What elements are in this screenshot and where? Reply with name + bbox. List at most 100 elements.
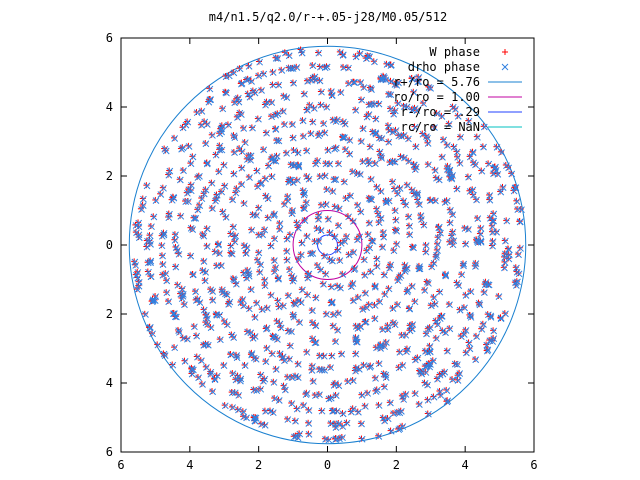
y-tick-label: 4 [106, 100, 113, 114]
drho-phase-point [359, 125, 367, 133]
drho-phase-point [477, 237, 485, 245]
drho-phase-point [391, 207, 399, 215]
drho-phase-point [298, 239, 306, 247]
drho-phase-point [317, 173, 324, 181]
drho-phase-point [396, 274, 403, 281]
drho-phase-point [209, 132, 216, 139]
drho-phase-point [327, 364, 335, 372]
legend-label: drho phase [408, 60, 480, 74]
drho-phase-point [375, 360, 383, 368]
drho-phase-point [435, 176, 443, 184]
drho-phase-point [381, 271, 388, 279]
drho-phase-point [250, 386, 258, 394]
drho-phase-point [514, 278, 521, 286]
drho-phase-point [385, 122, 392, 130]
drho-phase-point [461, 304, 468, 312]
drho-phase-point [335, 222, 343, 230]
drho-phase-point [321, 366, 329, 374]
drho-phase-point [180, 334, 187, 342]
drho-phase-point [218, 188, 226, 196]
x-tick-label: 2 [255, 458, 262, 472]
drho-phase-point [161, 352, 169, 359]
drho-phase-point [317, 266, 325, 274]
drho-phase-point [147, 241, 154, 248]
drho-phase-point [454, 154, 462, 161]
drho-phase-point [169, 361, 177, 369]
drho-phase-point [511, 184, 519, 192]
drho-phase-point [251, 314, 259, 321]
drho-phase-point [212, 151, 220, 159]
drho-phase-point [410, 161, 418, 169]
drho-phase-point [269, 69, 277, 76]
drho-phase-point [252, 417, 259, 425]
drho-phase-point [345, 251, 353, 259]
drho-phase-point [431, 124, 438, 131]
drho-phase-point [225, 301, 233, 308]
drho-phase-point [391, 81, 399, 88]
drho-phase-point [224, 321, 231, 329]
drho-phase-point [478, 326, 486, 333]
drho-phase-point [360, 84, 368, 91]
drho-phase-point [243, 414, 250, 422]
drho-phase-point [163, 277, 171, 285]
drho-phase-point [460, 331, 468, 338]
drho-phase-point [489, 238, 497, 245]
drho-phase-point [276, 350, 284, 358]
drho-phase-point [238, 164, 246, 172]
drho-phase-point [365, 160, 373, 168]
drho-phase-point [146, 237, 154, 245]
drho-phase-point [366, 244, 374, 252]
drho-phase-point [409, 243, 417, 251]
drho-phase-point [494, 171, 502, 178]
drho-phase-point [357, 208, 365, 216]
drho-phase-point [435, 224, 443, 232]
drho-phase-point [397, 153, 405, 161]
drho-phase-point [445, 120, 453, 128]
drho-phase-point [497, 188, 505, 196]
drho-phase-point [326, 229, 334, 237]
drho-phase-point [367, 143, 374, 151]
drho-phase-point [231, 389, 239, 397]
drho-phase-point [192, 215, 200, 222]
drho-phase-point [432, 197, 439, 205]
drho-phase-point [275, 397, 283, 404]
drho-phase-point [378, 154, 386, 162]
drho-phase-point [170, 194, 177, 201]
drho-phase-point [352, 106, 360, 114]
drho-phase-point [444, 163, 452, 170]
drho-phase-point [391, 185, 399, 193]
drho-phase-point [303, 390, 311, 397]
drho-phase-point [365, 111, 373, 118]
drho-phase-point [240, 269, 248, 277]
drho-phase-point [416, 401, 423, 408]
drho-phase-point [132, 262, 140, 269]
drho-phase-point [190, 215, 198, 222]
drho-phase-point [349, 377, 357, 385]
drho-phase-point [252, 355, 260, 363]
x-tick-label: 0 [324, 458, 331, 472]
drho-phase-point [416, 201, 423, 209]
drho-phase-point [318, 88, 325, 96]
drho-phase-point [248, 226, 256, 234]
drho-phase-point [389, 305, 397, 313]
drho-phase-point [284, 416, 292, 423]
drho-phase-point [446, 239, 454, 246]
drho-phase-point [376, 134, 383, 142]
drho-phase-point [158, 242, 166, 250]
drho-phase-point [491, 165, 498, 172]
drho-phase-point [433, 251, 440, 259]
drho-phase-point [332, 424, 340, 431]
drho-phase-point [285, 327, 292, 335]
drho-phase-point [320, 120, 328, 128]
drho-phase-point [458, 333, 465, 341]
drho-phase-point [196, 173, 203, 180]
drho-phase-point [467, 314, 475, 321]
drho-phase-point [262, 358, 270, 366]
drho-phase-point [378, 135, 386, 142]
drho-phase-point [271, 235, 279, 243]
drho-phase-point [256, 269, 264, 276]
drho-phase-point [290, 313, 298, 321]
drho-phase-point [341, 134, 348, 141]
drho-phase-point [372, 160, 379, 168]
drho-phase-point [469, 149, 477, 156]
